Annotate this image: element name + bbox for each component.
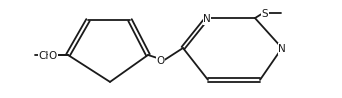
Text: S: S	[261, 9, 268, 19]
Text: N: N	[203, 14, 211, 24]
Text: N: N	[278, 44, 286, 54]
Text: CH₃: CH₃	[39, 51, 58, 61]
Text: O: O	[157, 56, 165, 66]
Text: O: O	[49, 51, 57, 61]
Text: O: O	[48, 51, 56, 61]
